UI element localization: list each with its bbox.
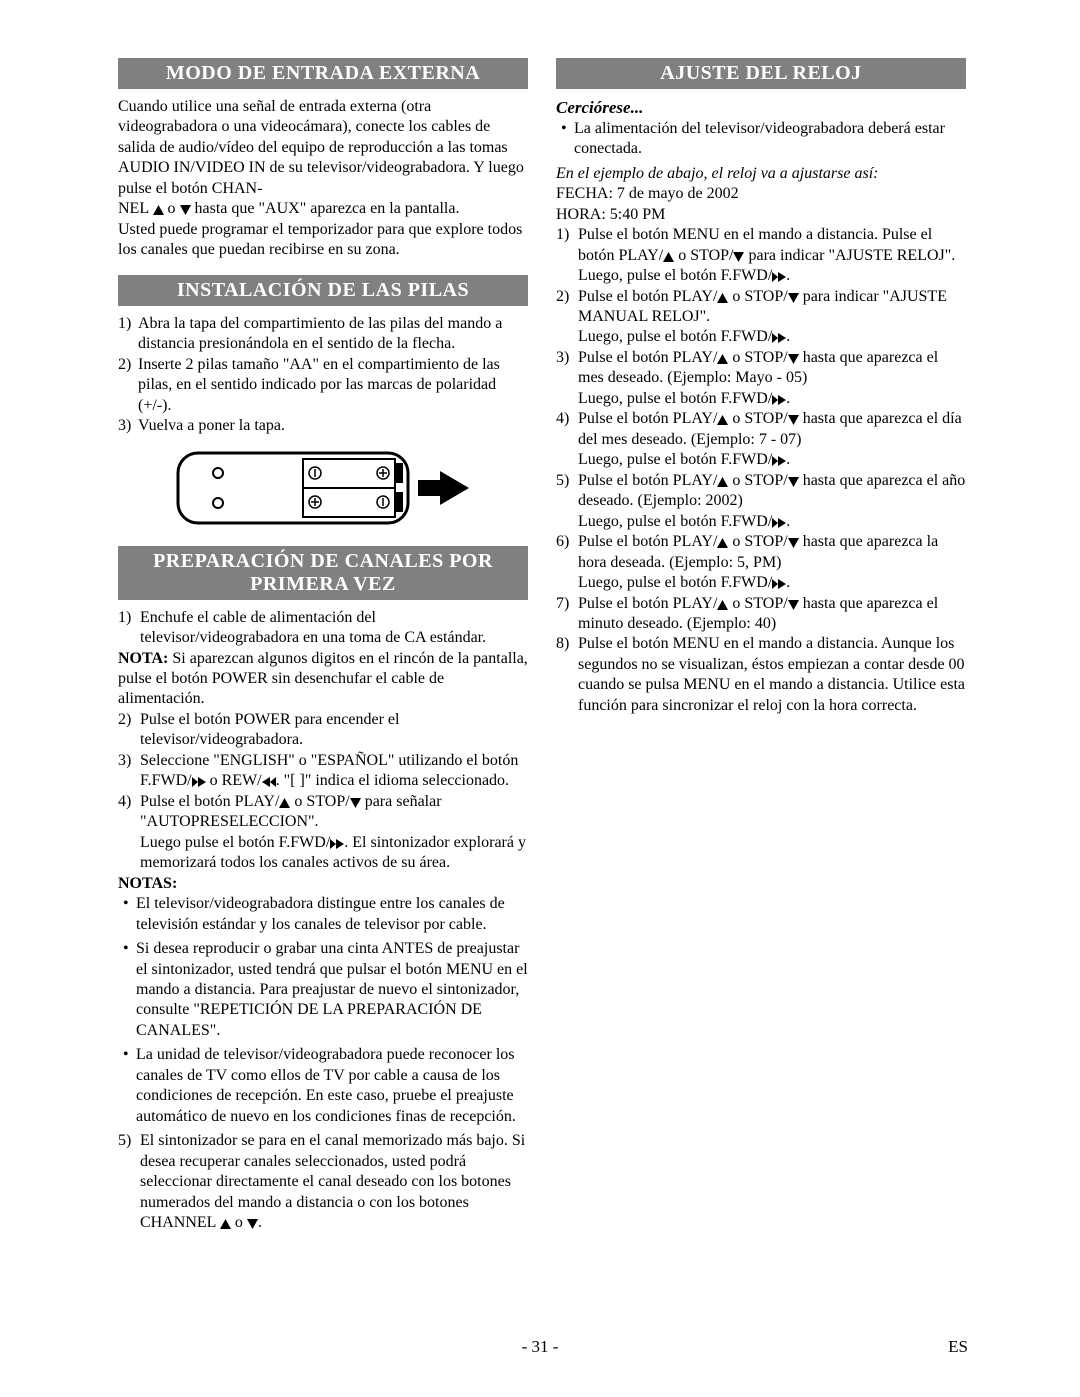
- ffwd-icon: [330, 839, 344, 849]
- down-icon: [788, 293, 799, 303]
- page-number: - 31 -: [522, 1337, 559, 1357]
- reloj-steps: Pulse el botón MENU en el mando a distan…: [556, 225, 966, 716]
- list-item: Pulse el botón MENU en el mando a distan…: [556, 634, 966, 716]
- list-item: Inserte 2 pilas tamaño "AA" en el compar…: [118, 355, 528, 416]
- ffwd-icon: [772, 518, 786, 528]
- up-icon: [717, 600, 728, 610]
- text: Cuando utilice una señal de entrada exte…: [118, 98, 524, 197]
- down-icon: [788, 538, 799, 548]
- up-icon: [717, 477, 728, 487]
- list-item: La alimentación del televisor/videograba…: [556, 119, 966, 160]
- list-item: El sintonizador se para en el canal memo…: [118, 1131, 528, 1233]
- down-icon: [788, 600, 799, 610]
- up-icon: [717, 293, 728, 303]
- ffwd-icon: [192, 777, 206, 787]
- text: hasta que "AUX" aparezca en la pantalla.: [191, 200, 460, 217]
- text: NEL: [118, 200, 153, 217]
- list-item: Pulse el botón PLAY/ o STOP/ hasta que a…: [556, 471, 966, 532]
- section-header-reloj: AJUSTE DEL RELOJ: [556, 58, 966, 89]
- list-item: El televisor/videograbadora distingue en…: [118, 894, 528, 935]
- list-item: Vuelva a poner la tapa.: [118, 416, 528, 436]
- down-icon: [788, 415, 799, 425]
- canales-list-cont: Pulse el botón POWER para encender el te…: [118, 710, 528, 874]
- lang-label: ES: [948, 1337, 968, 1357]
- section-header-pilas: INSTALACIÓN DE LAS PILAS: [118, 275, 528, 306]
- list-item: Pulse el botón POWER para encender el te…: [118, 710, 528, 751]
- nota-label: NOTA:: [118, 650, 172, 667]
- list-item: Pulse el botón PLAY/ o STOP/ hasta que a…: [556, 409, 966, 470]
- list-item: Pulse el botón PLAY/ o STOP/ para indica…: [556, 287, 966, 348]
- text: Pulse el botón PLAY/: [140, 793, 279, 810]
- list-item: Enchufe el cable de alimentación del tel…: [118, 608, 528, 649]
- notas-label: NOTAS:: [118, 874, 528, 894]
- text: .: [258, 1214, 262, 1231]
- down-icon: [180, 205, 191, 215]
- section-header-modo: MODO DE ENTRADA EXTERNA: [118, 58, 528, 89]
- section-header-canales: PREPARACIÓN DE CANALES POR PRIMERA VEZ: [118, 546, 528, 600]
- up-icon: [153, 205, 164, 215]
- ffwd-icon: [772, 395, 786, 405]
- pilas-list: Abra la tapa del compartimiento de las p…: [118, 314, 528, 437]
- sec1-para2: Usted puede programar el temporizador pa…: [118, 220, 528, 261]
- list-item: Pulse el botón PLAY/ o STOP/ para señala…: [118, 792, 528, 874]
- text: El sintonizador se para en el canal memo…: [140, 1132, 525, 1231]
- right-column: AJUSTE DEL RELOJ Cerciórese... La alimen…: [556, 58, 966, 1234]
- up-icon: [717, 538, 728, 548]
- list-item: Pulse el botón PLAY/ o STOP/ hasta que a…: [556, 532, 966, 593]
- sec1-para1: Cuando utilice una señal de entrada exte…: [118, 97, 528, 220]
- list-item: Seleccione "ENGLISH" o "ESPAÑOL" utiliza…: [118, 751, 528, 792]
- down-icon: [247, 1219, 258, 1229]
- up-icon: [717, 415, 728, 425]
- ffwd-icon: [772, 333, 786, 343]
- down-icon: [733, 252, 744, 262]
- ffwd-icon: [772, 456, 786, 466]
- page: MODO DE ENTRADA EXTERNA Cuando utilice u…: [0, 0, 1080, 1397]
- remote-diagram: [118, 445, 528, 536]
- left-column: MODO DE ENTRADA EXTERNA Cuando utilice u…: [118, 58, 528, 1234]
- ffwd-icon: [772, 272, 786, 282]
- list-item: Pulse el botón MENU en el mando a distan…: [556, 225, 966, 286]
- text: Luego pulse el botón F.FWD/: [140, 834, 330, 851]
- text: Enchufe el cable de alimentación del tel…: [140, 609, 486, 646]
- notas-bullets: El televisor/videograbadora distingue en…: [118, 894, 528, 1127]
- rew-icon: [262, 777, 276, 787]
- list-item: Si desea reproducir o grabar una cinta A…: [118, 939, 528, 1041]
- example-line: En el ejemplo de abajo, el reloj va a aj…: [556, 164, 966, 184]
- down-icon: [350, 798, 361, 808]
- battery-compartment-icon: [173, 445, 473, 531]
- text: o: [164, 200, 180, 217]
- up-icon: [220, 1219, 231, 1229]
- cerciorese: Cerciórese...: [556, 97, 966, 119]
- down-icon: [788, 477, 799, 487]
- list-item: La unidad de televisor/videograbadora pu…: [118, 1045, 528, 1127]
- text: Si aparezcan algunos digitos en el rincó…: [118, 650, 528, 708]
- up-icon: [279, 798, 290, 808]
- list-item: Pulse el botón PLAY/ o STOP/ hasta que a…: [556, 594, 966, 635]
- ffwd-icon: [772, 579, 786, 589]
- down-icon: [788, 354, 799, 364]
- up-icon: [717, 354, 728, 364]
- fecha: FECHA: 7 de mayo de 2002: [556, 184, 966, 204]
- list-item: Abra la tapa del compartimiento de las p…: [118, 314, 528, 355]
- nota-line: NOTA: Si aparezcan algunos digitos en el…: [118, 649, 528, 710]
- text: . "[ ]" indica el idioma seleccionado.: [276, 772, 509, 789]
- text: o STOP/: [290, 793, 349, 810]
- text: o REW/: [206, 772, 262, 789]
- canales-list-5: El sintonizador se para en el canal memo…: [118, 1131, 528, 1233]
- hora: HORA: 5:40 PM: [556, 205, 966, 225]
- columns: MODO DE ENTRADA EXTERNA Cuando utilice u…: [118, 58, 968, 1234]
- cerciorese-bullets: La alimentación del televisor/videograba…: [556, 119, 966, 160]
- up-icon: [663, 252, 674, 262]
- list-item: Pulse el botón PLAY/ o STOP/ hasta que a…: [556, 348, 966, 409]
- text: o: [231, 1214, 247, 1231]
- canales-list: Enchufe el cable de alimentación del tel…: [118, 608, 528, 649]
